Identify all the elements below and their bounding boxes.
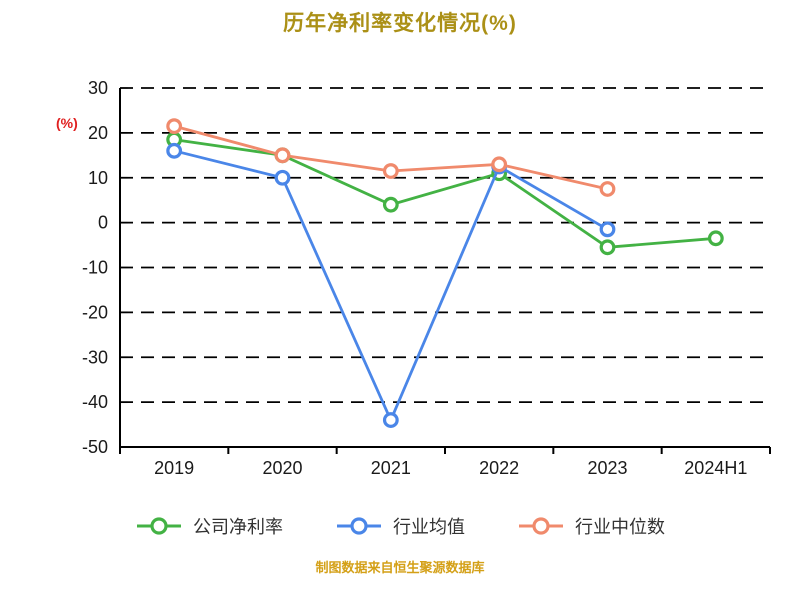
- legend-label: 行业均值: [393, 517, 465, 537]
- series-marker-1: [382, 412, 399, 428]
- legend-marker-icon: [137, 517, 181, 535]
- series-marker-2: [166, 118, 183, 135]
- series-line-1: [173, 149, 609, 424]
- series-marker-0: [599, 239, 616, 256]
- series-marker-2: [382, 163, 399, 179]
- y-tick-label: -10: [82, 258, 108, 278]
- x-tick-label: 2020: [262, 458, 302, 478]
- y-tick-label: -20: [82, 302, 108, 322]
- y-tick-label: -50: [82, 437, 108, 457]
- legend-marker-icon: [519, 517, 563, 535]
- line-chart: 30 20 10 0 -10 -20 -30 -40 -50 2019 2020 2021 2022 20…: [56, 78, 771, 478]
- x-tick-label: 2021: [371, 458, 411, 478]
- series-marker-0: [382, 196, 399, 213]
- series-marker-2: [274, 147, 291, 164]
- y-axis-unit-label: (%): [56, 115, 78, 131]
- legend-label: 公司净利率: [193, 517, 283, 537]
- series-marker-2: [491, 156, 508, 173]
- x-tick-label: 2022: [479, 458, 519, 478]
- series-line-2: [173, 124, 608, 191]
- series-marker-1: [274, 169, 291, 186]
- series-marker-1: [166, 142, 183, 159]
- legend-label: 行业中位数: [575, 517, 665, 537]
- y-tick-label: -30: [82, 347, 108, 367]
- x-tick-label: 2024H1: [684, 458, 747, 478]
- series-marker-0: [707, 230, 724, 247]
- y-tick-label: 30: [88, 78, 108, 98]
- y-tick-label: -40: [82, 392, 108, 412]
- series-marker-1: [599, 221, 616, 238]
- chart-title: 历年净利率变化情况(%): [283, 12, 517, 35]
- series-marker-2: [599, 181, 616, 197]
- data-source-note: 制图数据来自恒生聚源数据库: [315, 560, 485, 575]
- legend-item-0: 公司净利率: [135, 513, 283, 539]
- y-tick-label: 0: [98, 213, 108, 233]
- chart-legend: 公司净利率 行业均值 行业中位数: [0, 513, 800, 539]
- legend-item-1: 行业均值: [335, 513, 465, 539]
- series-line-0: [173, 138, 716, 249]
- y-tick-label: 20: [88, 123, 108, 143]
- legend-marker-icon: [337, 517, 381, 535]
- x-tick-label: 2023: [587, 458, 627, 478]
- x-tick-label: 2019: [154, 458, 194, 478]
- y-tick-label: 10: [88, 168, 108, 188]
- legend-item-2: 行业中位数: [517, 513, 665, 539]
